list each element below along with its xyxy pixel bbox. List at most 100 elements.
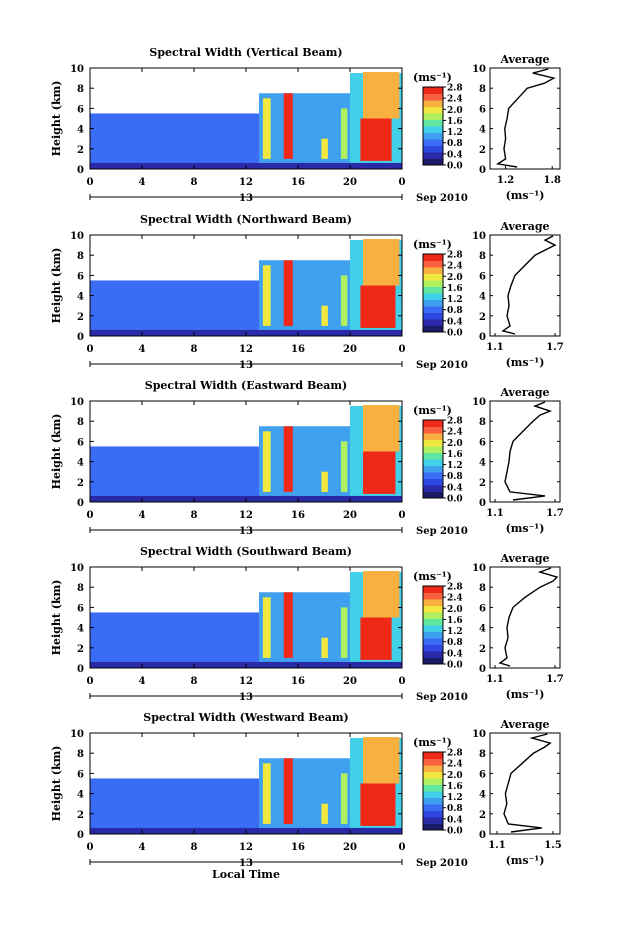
avg-unit-label: (ms⁻¹) xyxy=(506,522,545,535)
y-tick-label: 0 xyxy=(77,165,84,176)
colorbar-tick-label: 0.4 xyxy=(447,815,463,825)
x-tick-label: 4 xyxy=(139,344,146,355)
colorbar-swatch xyxy=(423,586,443,593)
x-tick-label: 4 xyxy=(139,676,146,687)
avg-unit-label: (ms⁻¹) xyxy=(506,356,545,369)
date-center-label: 13 xyxy=(239,692,253,703)
x-tick-label: 4 xyxy=(139,177,146,188)
colorbar-tick-label: 0.0 xyxy=(447,329,463,339)
colorbar-swatch xyxy=(423,638,443,645)
x-tick-label: 0 xyxy=(87,177,94,188)
heatmap-cell xyxy=(90,280,259,336)
heatmap-cell xyxy=(259,592,350,668)
heatmap-cell xyxy=(363,451,396,494)
colorbar-swatch xyxy=(423,132,443,140)
heatmap-cell xyxy=(321,637,328,658)
avg-x-tick-label: 1.7 xyxy=(546,342,563,353)
x-tick-label: 12 xyxy=(239,676,253,687)
y-tick-label: 0 xyxy=(77,664,84,675)
avg-x-tick-label: 1.1 xyxy=(486,674,503,685)
x-tick-label: 20 xyxy=(343,676,357,687)
avg-profile-line xyxy=(495,68,556,168)
panel-1: Spectral Width (Vertical Beam) 0 2 4 6 8 10 Hei… xyxy=(50,46,561,204)
y-tick-label: 8 xyxy=(77,583,84,594)
heatmap-cell xyxy=(262,431,271,492)
heatmap-cell xyxy=(321,305,328,326)
avg-y-tick-label: 2 xyxy=(479,810,486,821)
avg-y-tick-label: 0 xyxy=(479,498,486,509)
x-tick-label: 12 xyxy=(239,177,253,188)
avg-x-tick-label: 1.2 xyxy=(497,175,514,186)
heatmap-cell xyxy=(90,612,259,668)
y-axis-label: Height (km) xyxy=(50,580,63,656)
x-tick-label: 0 xyxy=(87,344,94,355)
colorbar-swatch xyxy=(423,158,443,166)
panel-title: Spectral Width (Vertical Beam) xyxy=(149,46,342,59)
colorbar-swatch xyxy=(423,592,443,600)
colorbar-tick-label: 1.6 xyxy=(447,284,463,294)
x-tick-label: 8 xyxy=(191,177,198,188)
colorbar-swatch xyxy=(423,312,443,320)
colorbar-frame xyxy=(422,751,444,831)
avg-y-tick-label: 0 xyxy=(479,165,486,176)
colorbar-swatch xyxy=(423,145,443,153)
y-axis-label: Height (km) xyxy=(50,746,63,822)
heatmap-cell xyxy=(360,617,392,660)
colorbar-tick-label: 0.8 xyxy=(447,472,463,482)
colorbar-tick-label: 1.6 xyxy=(447,616,463,626)
colorbar-swatch xyxy=(423,106,443,114)
x-tick-label: 0 xyxy=(87,510,94,521)
date-right-label: Sep 2010 xyxy=(416,526,468,537)
colorbar-frame xyxy=(422,86,444,166)
colorbar-unit: (ms⁻¹) xyxy=(413,404,452,417)
y-tick-label: 2 xyxy=(77,145,84,156)
avg-y-tick-label: 4 xyxy=(479,624,486,635)
colorbar-tick-label: 2.8 xyxy=(447,417,463,427)
heatmap-cell xyxy=(363,72,400,119)
x-tick-label: 16 xyxy=(291,842,305,853)
colorbar-swatch xyxy=(423,319,443,326)
colorbar-swatch xyxy=(423,280,443,287)
colorbar-swatch xyxy=(423,791,443,798)
colorbar-unit: (ms⁻¹) xyxy=(413,71,452,84)
avg-y-tick-label: 8 xyxy=(479,749,486,760)
colorbar-frame xyxy=(422,585,444,665)
avg-frame xyxy=(489,732,561,835)
colorbar-swatch xyxy=(423,452,443,460)
avg-y-tick-label: 10 xyxy=(472,231,486,242)
avg-y-tick-label: 8 xyxy=(479,417,486,428)
colorbar-tick-label: 1.2 xyxy=(447,128,463,138)
x-tick-label: 0 xyxy=(399,510,406,521)
colorbar-swatch xyxy=(423,771,443,779)
heatmap-cell xyxy=(340,108,348,159)
x-tick-label: 8 xyxy=(191,344,198,355)
colorbar-swatch xyxy=(423,599,443,606)
colorbar-tick-label: 0.8 xyxy=(447,804,463,814)
colorbar-swatch xyxy=(423,485,443,492)
panel-title: Spectral Width (Eastward Beam) xyxy=(145,379,347,392)
y-tick-label: 4 xyxy=(77,790,84,801)
colorbar-swatch xyxy=(423,752,443,759)
x-tick-label: 16 xyxy=(291,510,305,521)
y-tick-label: 10 xyxy=(70,64,84,75)
y-axis-label: Height (km) xyxy=(50,81,63,157)
heatmap-cell xyxy=(259,426,350,502)
heatmap-cell xyxy=(340,275,348,326)
colorbar-swatch xyxy=(423,459,443,466)
colorbar-swatch xyxy=(423,87,443,94)
colorbar-swatch xyxy=(423,446,443,453)
avg-y-tick-label: 2 xyxy=(479,478,486,489)
x-tick-label: 8 xyxy=(191,510,198,521)
heatmap-cell xyxy=(90,113,259,169)
heatmap-cell xyxy=(363,405,400,452)
colorbar-tick-label: 2.0 xyxy=(447,439,463,449)
y-tick-label: 4 xyxy=(77,292,84,303)
y-tick-label: 10 xyxy=(70,563,84,574)
heatmap-cell xyxy=(363,239,400,286)
date-center-label: 13 xyxy=(239,858,253,869)
avg-profile-line xyxy=(504,401,553,501)
colorbar-tick-label: 2.8 xyxy=(447,583,463,593)
colorbar-swatch xyxy=(423,778,443,785)
panel-title: Spectral Width (Southward Beam) xyxy=(140,545,352,558)
avg-y-tick-label: 10 xyxy=(472,64,486,75)
